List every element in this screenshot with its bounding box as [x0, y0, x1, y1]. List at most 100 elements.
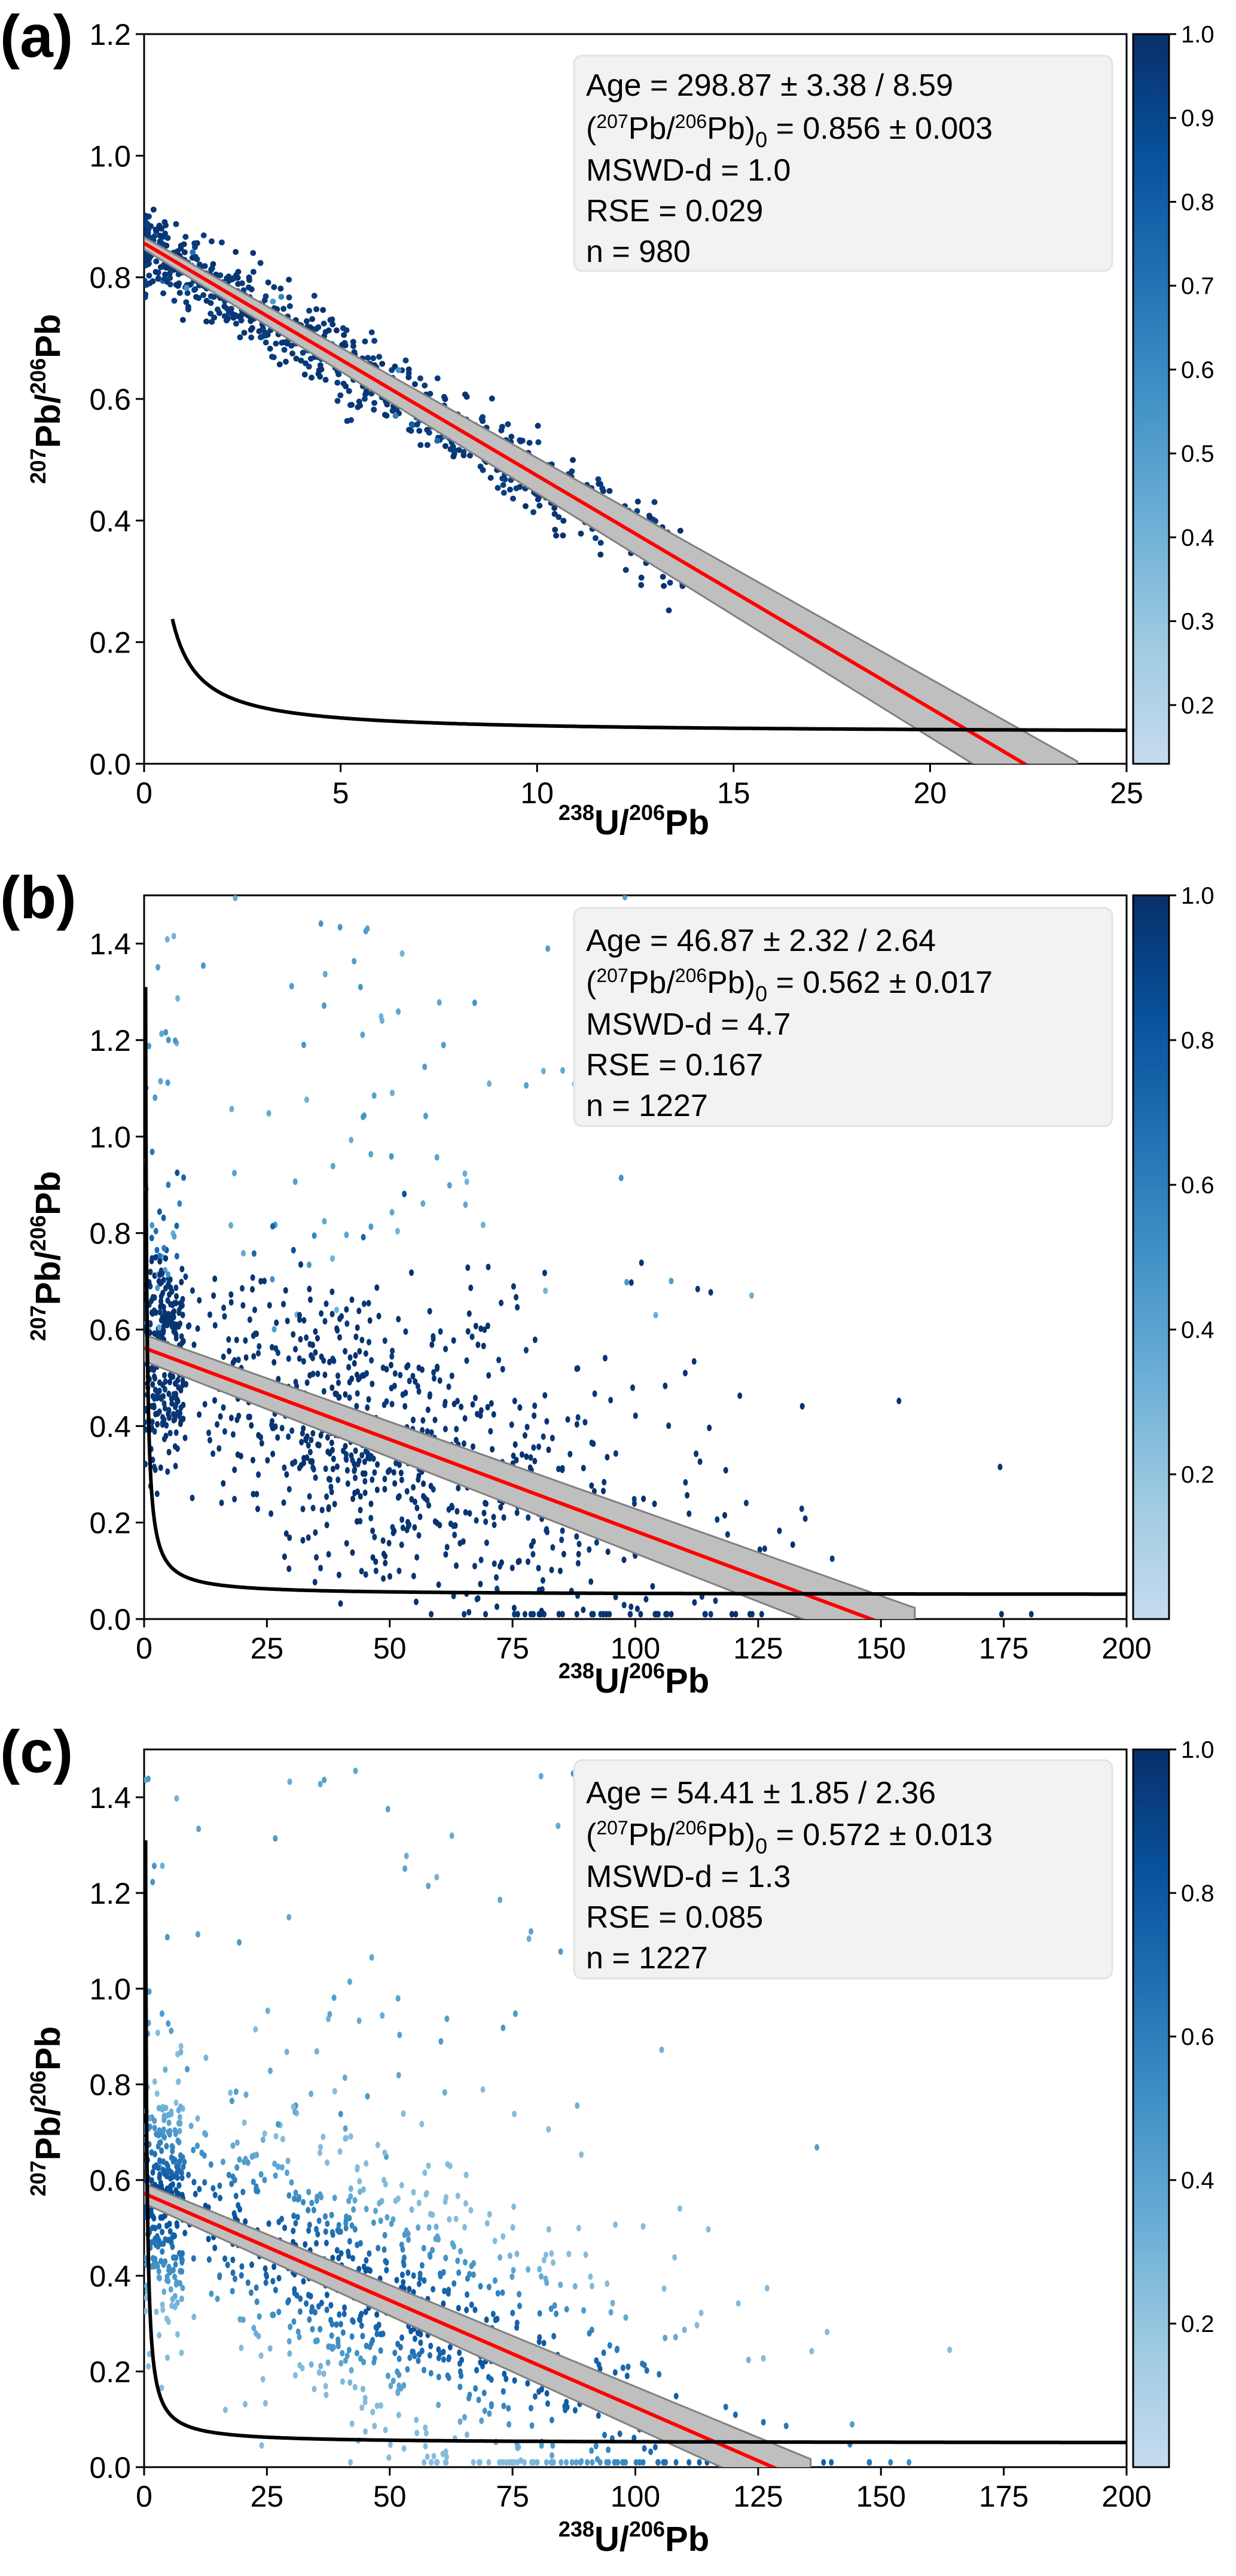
scatter-point — [164, 2142, 169, 2150]
colorbar-tick-label: 1.0 — [1181, 22, 1214, 48]
scatter-point — [334, 1463, 340, 1470]
scatter-point — [181, 1337, 186, 1345]
scatter-point — [546, 1446, 551, 1453]
scatter-point — [379, 361, 386, 367]
scatter-point — [449, 1372, 454, 1379]
scatter-point — [300, 1429, 305, 1437]
scatter-point — [167, 1291, 172, 1298]
scatter-point — [283, 1530, 289, 1537]
y-axis: 0.00.20.40.60.81.01.21.4 — [89, 1781, 144, 2484]
scatter-point — [238, 317, 245, 324]
scatter-point — [237, 2206, 243, 2213]
scatter-point — [337, 923, 343, 931]
scatter-point — [293, 355, 300, 362]
scatter-point — [357, 2178, 362, 2185]
scatter-point — [395, 2340, 401, 2348]
scatter-point — [697, 1458, 703, 1465]
y-tick-label: 0.6 — [89, 383, 131, 416]
scatter-point — [386, 1539, 392, 1547]
scatter-point — [359, 1337, 365, 1344]
x-tick-label: 125 — [733, 2480, 783, 2513]
scatter-point — [160, 290, 167, 297]
scatter-point — [334, 1391, 340, 1398]
scatter-point — [589, 1482, 594, 1489]
scatter-point — [277, 285, 284, 292]
scatter-point — [644, 2367, 649, 2374]
scatter-point — [336, 1571, 341, 1578]
scatter-point — [284, 2169, 289, 2176]
scatter-point — [307, 1296, 313, 1303]
scatter-point — [322, 1218, 327, 1225]
scatter-point — [250, 1274, 255, 1281]
scatter-point — [337, 392, 344, 398]
scatter-point — [275, 1349, 280, 1356]
scatter-point — [221, 1304, 227, 1312]
scatter-point — [624, 2373, 630, 2380]
scatter-point — [386, 2454, 392, 2461]
scatter-point — [563, 2459, 569, 2466]
scatter-point — [349, 1136, 354, 1144]
scatter-point — [250, 269, 257, 275]
scatter-point — [666, 607, 672, 614]
scatter-point — [150, 2169, 155, 2176]
scatter-point — [411, 2188, 416, 2196]
scatter-point — [157, 1324, 162, 1331]
scatter-point — [484, 1500, 489, 1507]
scatter-point — [144, 282, 150, 288]
scatter-point — [324, 1300, 329, 1307]
scatter-point — [221, 1404, 226, 1411]
scatter-point — [287, 1534, 292, 1541]
scatter-point — [260, 2376, 265, 2383]
x-tick-label: 175 — [979, 1632, 1029, 1665]
scatter-point — [638, 1611, 643, 1618]
scatter-point — [382, 1486, 387, 1493]
scatter-point — [341, 1447, 346, 1455]
y-tick-label: 0.8 — [89, 2068, 131, 2102]
scatter-point — [165, 1079, 170, 1086]
scatter-point — [582, 1419, 588, 1426]
scatter-point — [888, 2459, 893, 2466]
scatter-point — [152, 1094, 158, 1101]
scatter-point — [150, 206, 157, 213]
scatter-point — [166, 2267, 172, 2274]
scatter-point — [144, 1426, 148, 1433]
scatter-point — [346, 2197, 352, 2205]
scatter-point — [518, 2457, 523, 2464]
scatter-point — [289, 983, 294, 990]
scatter-point — [512, 1611, 517, 1618]
plot-area — [144, 895, 1127, 1619]
scatter-point — [191, 2179, 197, 2186]
scatter-point — [368, 329, 375, 336]
scatter-point — [176, 289, 183, 296]
scatter-point — [514, 1456, 519, 1464]
scatter-point — [621, 1602, 627, 1609]
scatter-point — [182, 1434, 188, 1441]
concordia-curve — [144, 987, 1127, 1596]
scatter-point — [286, 2297, 291, 2304]
scatter-point — [176, 2191, 181, 2198]
scatter-point — [177, 2158, 182, 2165]
scatter-point — [262, 1278, 267, 1285]
panel-label: (a) — [0, 3, 73, 70]
scatter-point — [383, 412, 390, 419]
scatter-point — [378, 2402, 383, 2409]
scatter-point — [443, 1551, 448, 1558]
scatter-point — [273, 340, 279, 347]
scatter-point — [434, 1154, 440, 1161]
scatter-point — [637, 2459, 642, 2466]
scatter-point — [405, 2269, 411, 2276]
scatter-point — [298, 1261, 304, 1268]
scatter-point — [615, 2345, 620, 2352]
scatter-point — [144, 262, 149, 269]
scatter-point — [186, 2171, 191, 2178]
scatter-point — [736, 2300, 741, 2307]
scatter-point — [426, 2162, 431, 2169]
scatter-point — [356, 1457, 362, 1464]
scatter-point — [396, 2371, 402, 2379]
scatter-point — [163, 2236, 168, 2243]
scatter-point — [321, 1388, 326, 1395]
x-tick-label: 0 — [136, 2480, 152, 2513]
scatter-point — [581, 1465, 586, 1472]
scatter-point — [478, 1580, 483, 1587]
scatter-point — [259, 2442, 264, 2449]
